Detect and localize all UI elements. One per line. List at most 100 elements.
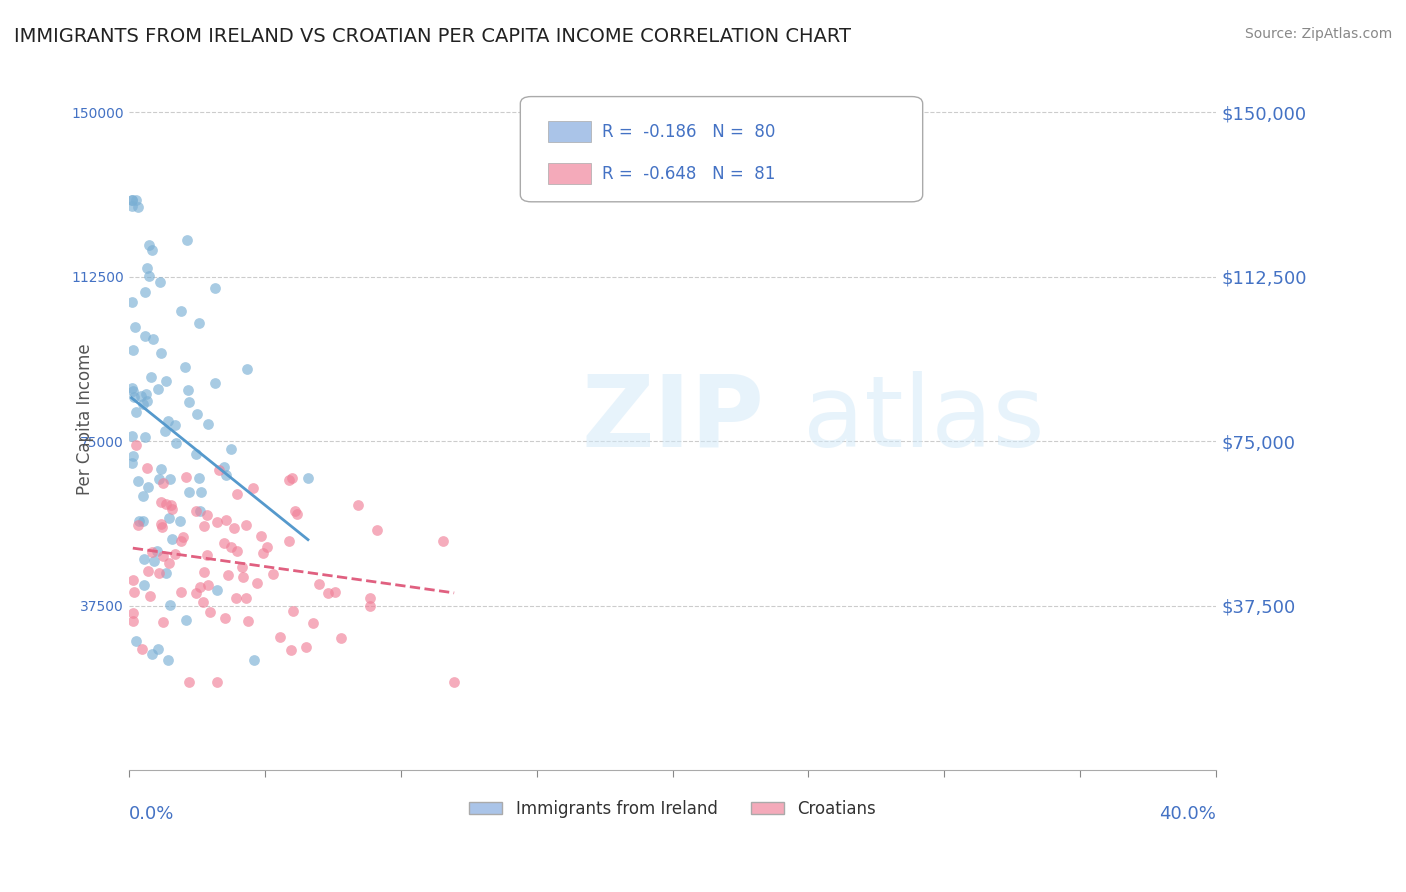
Point — [179, 484, 201, 499]
Point — [329, 631, 352, 645]
Point — [252, 546, 274, 560]
Point — [215, 468, 238, 483]
Point — [205, 582, 228, 597]
Point — [132, 514, 155, 528]
Point — [148, 472, 170, 486]
Point — [125, 438, 148, 452]
Point — [150, 462, 173, 476]
Point — [278, 474, 301, 488]
Point — [121, 573, 143, 587]
Point — [134, 551, 156, 566]
Point — [243, 653, 266, 667]
Point — [232, 569, 254, 583]
Point — [132, 490, 155, 504]
Point — [163, 547, 186, 561]
Point — [207, 675, 229, 690]
Point — [174, 359, 197, 374]
Point — [142, 332, 165, 346]
Point — [236, 614, 259, 628]
Point — [131, 641, 153, 656]
Point — [146, 544, 169, 558]
Point — [121, 193, 143, 207]
Point — [269, 630, 291, 644]
Point — [184, 504, 207, 518]
Text: Source: ZipAtlas.com: Source: ZipAtlas.com — [1244, 27, 1392, 41]
Point — [135, 261, 157, 276]
Point — [184, 586, 207, 600]
Point — [187, 471, 209, 485]
Point — [281, 471, 304, 485]
Point — [308, 577, 330, 591]
Point — [141, 243, 163, 257]
Point — [136, 480, 159, 494]
Point — [219, 540, 242, 554]
Point — [204, 376, 226, 390]
Point — [155, 374, 177, 388]
Point — [169, 534, 191, 549]
Point — [176, 383, 198, 397]
Point — [176, 233, 198, 247]
Point — [197, 578, 219, 592]
Point — [125, 633, 148, 648]
Point — [219, 442, 242, 457]
Point — [165, 436, 187, 450]
Point — [134, 329, 156, 343]
Point — [242, 481, 264, 495]
Text: Per Capita Income: Per Capita Income — [76, 343, 94, 495]
Point — [129, 389, 152, 403]
Point — [204, 281, 226, 295]
Point — [217, 568, 239, 582]
Text: 40.0%: 40.0% — [1160, 805, 1216, 823]
Point — [212, 535, 235, 549]
Point — [366, 523, 388, 537]
Point — [136, 461, 159, 475]
Point — [152, 549, 174, 563]
Point — [121, 456, 143, 470]
Point — [149, 275, 172, 289]
Point — [443, 675, 465, 690]
Point — [160, 533, 183, 547]
Point — [191, 595, 214, 609]
Point — [214, 610, 236, 624]
Point — [146, 382, 169, 396]
Point — [141, 545, 163, 559]
Point — [302, 615, 325, 630]
Point — [250, 529, 273, 543]
Point — [177, 394, 200, 409]
Point — [124, 319, 146, 334]
Point — [226, 487, 249, 501]
Point — [359, 599, 381, 614]
Legend: Immigrants from Ireland, Croatians: Immigrants from Ireland, Croatians — [463, 794, 883, 825]
Point — [132, 578, 155, 592]
Point — [159, 498, 181, 512]
Point — [188, 580, 211, 594]
Point — [212, 459, 235, 474]
Point — [186, 407, 208, 421]
Point — [149, 346, 172, 360]
Point — [295, 640, 318, 654]
Point — [134, 430, 156, 444]
Point — [262, 566, 284, 581]
Point — [224, 521, 246, 535]
Point — [139, 369, 162, 384]
Point — [246, 576, 269, 591]
Point — [231, 559, 253, 574]
Point — [277, 534, 299, 549]
Point — [141, 647, 163, 661]
Point — [157, 414, 180, 428]
Point — [121, 294, 143, 309]
Point — [157, 556, 180, 570]
Point — [159, 599, 181, 613]
Point — [280, 643, 302, 657]
Text: R =  -0.186   N =  80: R = -0.186 N = 80 — [602, 123, 775, 141]
Point — [285, 507, 308, 521]
Point — [121, 193, 143, 207]
Point — [150, 520, 173, 534]
Point — [184, 447, 207, 461]
Point — [121, 380, 143, 394]
Point — [235, 361, 257, 376]
Point — [179, 675, 201, 690]
Point — [149, 495, 172, 509]
Point — [325, 585, 347, 599]
Point — [347, 498, 370, 512]
